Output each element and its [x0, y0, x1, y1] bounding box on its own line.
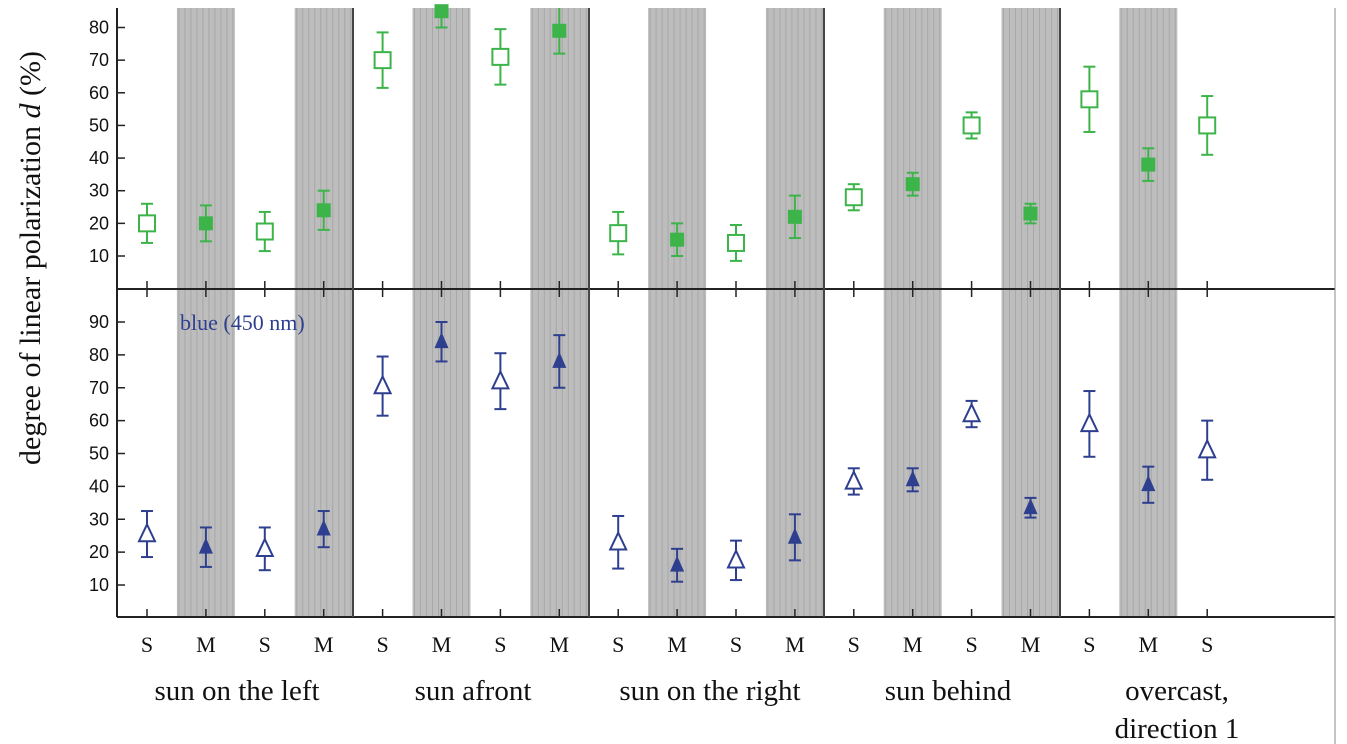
- x-tick-label: S: [612, 632, 624, 657]
- filled-square-point: [670, 232, 685, 247]
- group-label: overcast,: [1125, 675, 1229, 707]
- series-label-blue: blue (450 nm): [180, 310, 305, 335]
- y-tick-label: 70: [89, 50, 109, 70]
- open-square-point: [373, 51, 392, 70]
- open-square-point: [138, 214, 156, 233]
- x-tick-label: M: [1021, 632, 1041, 657]
- y-tick-label: 90: [89, 312, 109, 332]
- group-label: sun afront: [415, 675, 532, 707]
- data-marks: [137, 4, 1217, 583]
- group-label: sun on the left: [154, 675, 319, 707]
- filled-triangle-point: [552, 351, 567, 368]
- x-tick-label: S: [376, 632, 388, 657]
- filled-square-point: [316, 203, 331, 218]
- band-1: [176, 8, 235, 617]
- group-label: sun behind: [885, 675, 1012, 707]
- filled-triangle-point: [198, 537, 213, 554]
- filled-square-point: [198, 216, 213, 231]
- filled-triangle-point: [434, 332, 449, 349]
- filled-triangle-point: [1023, 498, 1038, 515]
- y-tick-label: 80: [89, 18, 109, 38]
- y-tick-label: 40: [89, 148, 109, 168]
- open-square-point: [844, 188, 863, 207]
- x-tick-label: M: [785, 632, 805, 657]
- open-square-point: [1080, 90, 1099, 109]
- x-tick-label: S: [494, 632, 506, 657]
- y-tick-label: 20: [89, 213, 109, 233]
- open-triangle-point: [962, 402, 982, 423]
- filled-square-point: [434, 4, 449, 19]
- x-tick-label: S: [965, 632, 977, 657]
- y-tick-label: 10: [89, 575, 109, 595]
- open-triangle-point: [608, 530, 628, 551]
- band-15: [1001, 8, 1060, 617]
- x-tick-label: S: [141, 632, 153, 657]
- y-axis-label: degree of linear polarization d (%): [14, 51, 47, 465]
- filled-square-point: [905, 177, 920, 192]
- y-tick-label: 60: [89, 411, 109, 431]
- band-9: [648, 8, 707, 617]
- y-tick-label: 10: [89, 246, 109, 266]
- x-tick-label: M: [196, 632, 216, 657]
- filled-square-point: [552, 23, 567, 38]
- open-square-point: [609, 224, 628, 243]
- open-square-point: [727, 233, 745, 252]
- x-tick-label: S: [848, 632, 860, 657]
- open-triangle-point: [137, 522, 157, 543]
- y-tick-label: 60: [89, 83, 109, 103]
- x-tick-label: M: [550, 632, 570, 657]
- plot-frame: [116, 8, 1336, 744]
- shaded-bands: [176, 8, 1178, 617]
- y-tick-label: 70: [89, 378, 109, 398]
- open-triangle-point: [1079, 411, 1099, 433]
- band-17: [1119, 8, 1178, 617]
- filled-triangle-point: [316, 519, 331, 536]
- y-tick-label: 30: [89, 181, 109, 201]
- open-triangle-point: [490, 369, 510, 390]
- open-square-point: [255, 222, 274, 241]
- filled-triangle-point: [905, 470, 920, 487]
- filled-triangle-point: [1141, 475, 1156, 492]
- open-square-point: [491, 47, 510, 66]
- x-tick-label: S: [730, 632, 742, 657]
- x-tick-label: M: [314, 632, 334, 657]
- open-triangle-point: [255, 536, 275, 558]
- open-square-point: [1198, 116, 1217, 135]
- series-blue: [137, 321, 1217, 583]
- filled-square-point: [1141, 157, 1156, 172]
- x-tick-label: M: [667, 632, 687, 657]
- y-tick-label: 50: [89, 115, 109, 135]
- band-5: [412, 8, 471, 617]
- y-tick-label: 50: [89, 444, 109, 464]
- axis-labels: 10 20 30 40 50 60 70 80 10 20 30 40 50 60 70 80 90 S M S M S M…: [89, 18, 1239, 744]
- x-tick-label: M: [432, 632, 452, 657]
- group-label: direction 1: [1115, 713, 1240, 744]
- open-triangle-point: [373, 374, 393, 395]
- open-triangle-point: [726, 548, 746, 569]
- open-triangle-point: [1197, 438, 1217, 459]
- x-tick-label: M: [1139, 632, 1159, 657]
- filled-square-point: [787, 209, 802, 224]
- open-triangle-point: [844, 469, 864, 490]
- group-label: sun on the right: [619, 675, 800, 707]
- y-tick-label: 20: [89, 542, 109, 562]
- y-tick-label: 80: [89, 345, 109, 365]
- filled-triangle-point: [787, 527, 802, 544]
- y-tick-label: 30: [89, 509, 109, 529]
- filled-square-point: [1023, 206, 1038, 221]
- band-13: [883, 8, 942, 617]
- y-tick-label: 40: [89, 476, 109, 496]
- filled-triangle-point: [670, 555, 685, 572]
- band-7: [530, 8, 589, 617]
- x-tick-label: S: [1201, 632, 1213, 657]
- x-tick-label: M: [903, 632, 923, 657]
- x-tick-label: S: [259, 632, 271, 657]
- x-tick-label: S: [1083, 632, 1095, 657]
- open-square-point: [962, 116, 981, 135]
- series-green: [138, 4, 1217, 262]
